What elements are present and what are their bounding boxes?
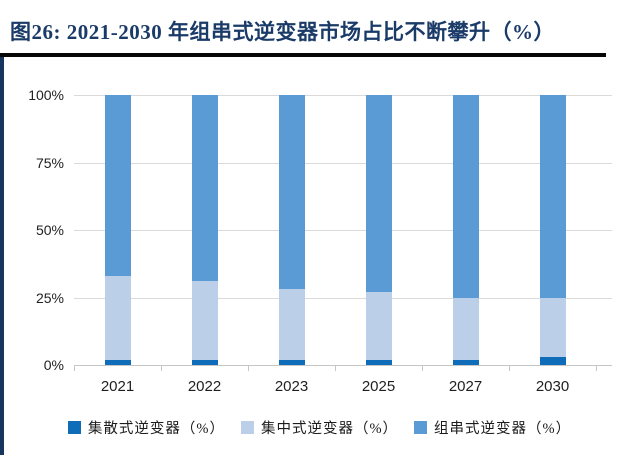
legend-item: 集中式逆变器（%） [240, 417, 399, 438]
left-accent-bar [0, 57, 4, 455]
x-axis-tick [74, 365, 75, 371]
bar-2021-segment-0 [104, 359, 131, 365]
bar-2023-segment-2 [278, 95, 305, 290]
bar-2027-segment-0 [452, 359, 479, 365]
gridline [74, 162, 612, 164]
x-tick-label: 2027 [448, 378, 483, 395]
x-axis-tick [335, 365, 336, 371]
x-tick-label: 2021 [100, 378, 135, 395]
x-axis-tick [422, 365, 423, 371]
bar-2025-segment-2 [365, 95, 392, 293]
bar-2023-segment-1 [278, 289, 305, 360]
x-axis-tick [248, 365, 249, 371]
x-tick-label: 2030 [535, 378, 570, 395]
bar-2025-segment-0 [365, 359, 392, 365]
legend-label: 组串式逆变器（%） [434, 421, 572, 437]
x-axis-line [74, 365, 612, 366]
gridline [74, 297, 612, 299]
bar-2022-segment-1 [191, 281, 218, 360]
legend-swatch-icon [67, 421, 81, 434]
bar-2027-segment-2 [452, 95, 479, 298]
legend-label: 集散式逆变器（%） [87, 421, 225, 437]
x-tick-label: 2023 [274, 378, 309, 395]
bar-2030-segment-2 [539, 95, 566, 298]
legend-item: 集散式逆变器（%） [67, 417, 225, 438]
bar-2022-segment-0 [191, 359, 218, 365]
figure-title: 图26: 2021-2030 年组串式逆变器市场占比不断攀升（%） [10, 20, 555, 44]
bar-2021-segment-2 [104, 95, 131, 276]
title-underline [0, 53, 606, 57]
x-tick-label: 2025 [361, 378, 396, 395]
x-axis-tick [509, 365, 510, 371]
legend-swatch-icon [414, 421, 428, 434]
chart-legend: 集散式逆变器（%） 集中式逆变器（%） 组串式逆变器（%） [0, 417, 639, 438]
x-axis-tick [161, 365, 162, 371]
gridline [74, 230, 612, 231]
y-tick-label: 100% [28, 87, 64, 103]
bar-2021-segment-1 [104, 275, 131, 360]
y-tick-label: 25% [35, 289, 64, 306]
y-tick-label: 75% [35, 154, 64, 171]
bar-2030-segment-1 [539, 297, 566, 357]
y-tick-label: 0% [43, 357, 64, 373]
stacked-bar-chart: 0% 25% 50% 75% 100% 2021 2022 2023 2025 2027 2030 … [0, 57, 639, 457]
bar-2027-segment-1 [452, 297, 479, 360]
x-axis-tick [596, 365, 597, 371]
y-tick-label: 50% [35, 222, 64, 238]
legend-label: 集中式逆变器（%） [260, 421, 399, 437]
legend-item: 组串式逆变器（%） [414, 417, 571, 438]
bar-2022-segment-2 [191, 95, 218, 282]
bar-2030-segment-0 [539, 356, 566, 365]
bar-2025-segment-1 [365, 292, 392, 360]
legend-swatch-icon [240, 421, 254, 434]
x-tick-label: 2022 [187, 378, 222, 395]
gridline [74, 95, 612, 96]
bar-2023-segment-0 [278, 359, 305, 365]
